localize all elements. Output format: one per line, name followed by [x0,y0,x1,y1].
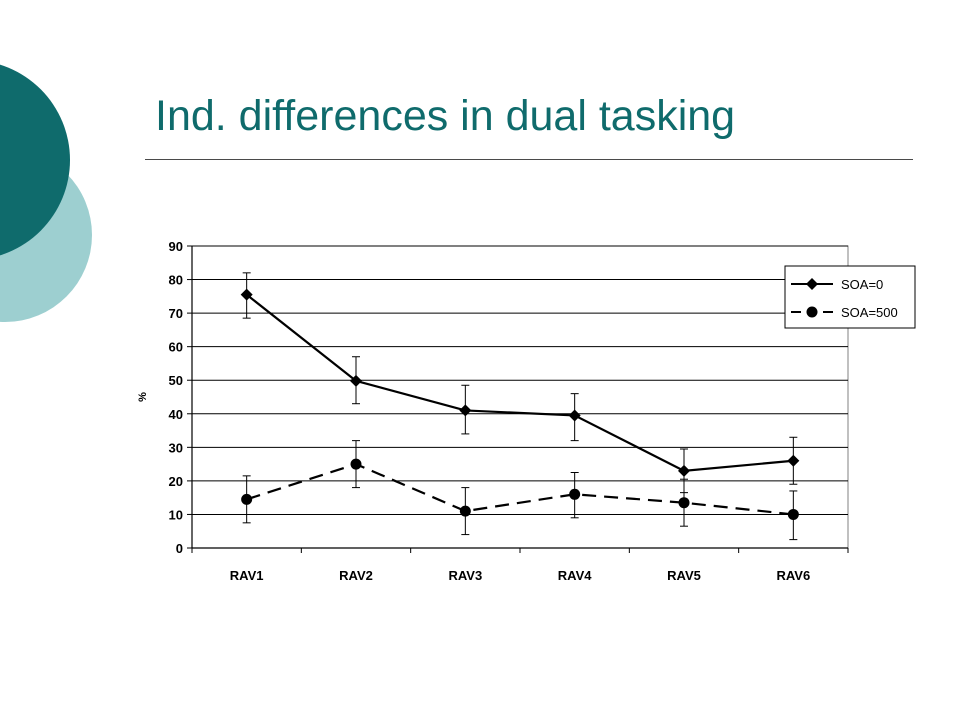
y-tick-label-60: 60 [169,340,183,355]
legend-box [784,265,916,329]
legend-marker-soa-500 [806,306,818,318]
y-tick-label-70: 70 [169,306,183,321]
y-tick-label-90: 90 [169,239,183,254]
decorative-circles [0,64,92,322]
plot-area [191,245,849,549]
legend-marker-soa-0 [806,278,818,290]
series-line-soa-500 [246,462,794,516]
x-tick-label-RAV5: RAV5 [667,568,701,583]
point-soa-500-0 [241,493,253,505]
y-axis-label: % [137,392,149,402]
point-soa-500-4 [678,497,690,509]
y-tick-label-30: 30 [169,440,183,455]
point-soa-500-5 [787,508,799,520]
point-soa-0-0 [240,288,253,301]
title-divider [145,159,913,160]
slide-title: Ind. differences in dual tasking [155,92,736,140]
dark-teal-circle [0,64,70,256]
line-chart: 0 10 20 30 40 50 60 70 80 90 RAV1 RAV2 RAV3 RAV4 RAV5 R… [137,239,916,583]
point-soa-0-5 [787,454,800,467]
point-soa-0-4 [678,464,690,477]
x-tick-label-RAV1: RAV1 [230,568,264,583]
point-soa-500-1 [350,458,362,470]
x-tick-label-RAV2: RAV2 [339,568,373,583]
point-soa-0-3 [568,409,581,422]
legend-label-soa-500: SOA=500 [841,305,898,320]
series-line-soa-0 [245,293,794,472]
legend-label-soa-0: SOA=0 [841,277,883,292]
point-soa-0-1 [350,374,362,387]
point-soa-500-2 [459,505,471,517]
point-soa-0-2 [459,404,472,417]
y-tick-label-50: 50 [169,373,183,388]
y-tick-label-40: 40 [169,407,183,422]
y-tick-label-20: 20 [169,474,183,489]
point-soa-500-3 [569,488,581,500]
x-tick-label-RAV6: RAV6 [776,568,810,583]
y-tick-label-80: 80 [169,273,183,288]
y-tick-label-0: 0 [176,541,183,556]
x-tick-label-RAV4: RAV4 [558,568,592,583]
y-tick-label-10: 10 [169,507,183,522]
x-tick-label-RAV3: RAV3 [448,568,482,583]
